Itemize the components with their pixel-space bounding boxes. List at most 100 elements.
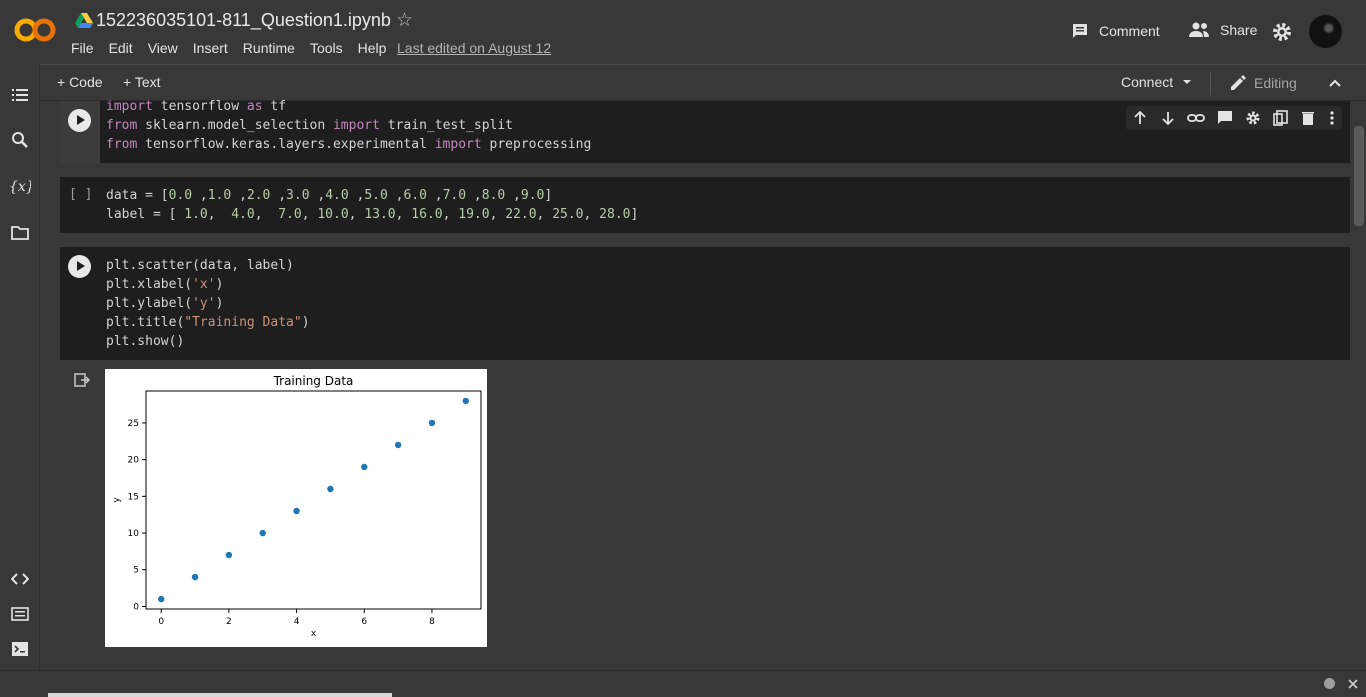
- link-icon[interactable]: [1187, 110, 1206, 126]
- star-icon[interactable]: ☆: [396, 10, 414, 31]
- code-token: tensorflow: [152, 99, 247, 114]
- code-token: 4.0: [231, 207, 255, 222]
- code-token: 16.0: [411, 207, 443, 222]
- menu-help[interactable]: Help: [357, 40, 387, 56]
- x-axis-label: x: [311, 629, 317, 639]
- connect-label: Connect: [1121, 74, 1174, 90]
- code-token: data = [: [106, 188, 169, 203]
- code-token: 6.0: [403, 188, 427, 203]
- terminal-icon[interactable]: [11, 640, 29, 658]
- close-icon[interactable]: [1347, 678, 1359, 690]
- menu-insert[interactable]: Insert: [192, 40, 228, 56]
- code-token: 4.0: [325, 188, 349, 203]
- code-token: from: [106, 118, 138, 133]
- notebook-title[interactable]: 152236035101-811_Question1.ipynb: [96, 10, 391, 30]
- variables-icon[interactable]: {x}: [9, 177, 31, 195]
- code-token: ): [215, 296, 224, 311]
- chart-title: Training Data: [273, 374, 354, 388]
- status-bar: [0, 670, 1366, 697]
- add-text-button[interactable]: + Text: [123, 74, 161, 90]
- code-token: tf: [262, 99, 287, 114]
- more-vert-icon[interactable]: [1328, 110, 1336, 126]
- toolbar-divider: [1210, 71, 1211, 95]
- code-token: 19.0: [458, 207, 490, 222]
- add-code-button[interactable]: + Code: [57, 74, 103, 90]
- data-point: [462, 397, 469, 405]
- code-token: ,: [192, 188, 208, 203]
- menu-file[interactable]: File: [71, 40, 94, 56]
- code-line: plt.scatter(data, label): [106, 256, 310, 275]
- mirror-cell-icon[interactable]: [1272, 110, 1289, 126]
- data-point: [293, 507, 300, 515]
- code-cell[interactable]: plt.scatter(data, label) plt.xlabel('x') p…: [60, 247, 1350, 360]
- code-token: ,: [387, 188, 404, 203]
- scatter-chart: Training Data 0 2 4 6 8 0 5 10 15 20 25 x y: [112, 374, 482, 639]
- arrow-down-icon[interactable]: [1160, 110, 1176, 126]
- last-edited-link[interactable]: Last edited on August 12: [397, 40, 552, 56]
- cell-settings-gear-icon[interactable]: [1245, 110, 1261, 126]
- code-token: 22.0: [505, 207, 537, 222]
- connect-button[interactable]: Connect: [1121, 74, 1197, 90]
- code-token: 1.0: [184, 207, 208, 222]
- folder-icon[interactable]: [11, 223, 29, 241]
- code-token: import: [106, 99, 153, 114]
- svg-text:{x}: {x}: [9, 179, 31, 195]
- scatter-plot-output: Training Data 0 2 4 6 8 0 5 10 15 20 25 x y: [105, 369, 487, 647]
- comment-button[interactable]: Comment: [1071, 22, 1160, 40]
- code-token: ,: [231, 188, 247, 203]
- left-sidebar: {x}: [0, 64, 40, 670]
- code-token: ,: [489, 207, 506, 222]
- code-snippets-icon[interactable]: [11, 570, 29, 588]
- colab-logo[interactable]: [14, 14, 58, 46]
- run-cell-button[interactable]: [68, 109, 91, 132]
- menu-bar: File Edit View Insert Runtime Tools Help: [71, 40, 401, 56]
- comment-icon[interactable]: [1217, 110, 1233, 126]
- command-palette-icon[interactable]: [11, 605, 29, 623]
- code-token: "Training Data": [184, 315, 302, 330]
- code-token: 7.0: [442, 188, 467, 203]
- share-button[interactable]: Share: [1188, 22, 1257, 38]
- code-line: plt.xlabel('x'): [106, 275, 310, 294]
- code-token: plt.ylabel(: [106, 296, 193, 311]
- chevron-up-icon[interactable]: [1325, 73, 1345, 93]
- horizontal-scrollbar[interactable]: [48, 693, 392, 697]
- x-tick-label: 4: [294, 617, 300, 627]
- trash-icon[interactable]: [1300, 110, 1316, 126]
- avatar[interactable]: [1309, 15, 1342, 48]
- data-point: [191, 573, 199, 581]
- data-point: [361, 463, 368, 471]
- code-token: as: [246, 99, 263, 114]
- data-point: [394, 441, 402, 449]
- output-icon[interactable]: [74, 373, 90, 387]
- table-of-contents-icon[interactable]: [11, 86, 29, 104]
- editing-button[interactable]: Editing: [1229, 74, 1297, 92]
- menu-edit[interactable]: Edit: [108, 40, 133, 56]
- x-tick-label: 2: [226, 617, 232, 627]
- code-editor[interactable]: data = [0.0 ,1.0 ,2.0 ,3.0 ,4.0 ,5.0 ,6.…: [106, 186, 638, 224]
- scrollbar-thumb[interactable]: [1354, 126, 1364, 226]
- menu-runtime[interactable]: Runtime: [242, 40, 295, 56]
- search-icon[interactable]: [11, 131, 29, 149]
- data-point: [259, 529, 266, 537]
- x-tick-label: 8: [429, 617, 435, 627]
- chevron-down-icon[interactable]: [1177, 75, 1197, 89]
- code-token: 0.0: [168, 188, 193, 203]
- drive-icon[interactable]: [75, 13, 93, 29]
- code-token: 13.0: [364, 207, 396, 222]
- status-dot-icon: [1324, 678, 1335, 689]
- code-editor[interactable]: import tensorflow as tf from sklearn.mode…: [106, 97, 591, 154]
- arrow-up-icon[interactable]: [1132, 110, 1148, 126]
- code-token: ,: [254, 207, 279, 222]
- y-tick-label: 5: [133, 566, 139, 576]
- run-cell-button[interactable]: [68, 255, 91, 278]
- menu-tools[interactable]: Tools: [309, 40, 343, 56]
- code-editor[interactable]: plt.scatter(data, label) plt.xlabel('x') p…: [106, 256, 310, 351]
- menu-view[interactable]: View: [147, 40, 178, 56]
- comment-icon: [1073, 24, 1087, 38]
- settings-gear-icon[interactable]: [1271, 21, 1293, 43]
- code-line: plt.show(): [106, 332, 310, 351]
- share-label: Share: [1220, 22, 1258, 38]
- data-point: [428, 419, 436, 427]
- code-cell[interactable]: [ ] data = [0.0 ,1.0 ,2.0 ,3.0 ,4.0 ,5.0…: [60, 177, 1350, 233]
- code-cell[interactable]: import tensorflow as tf from sklearn.mode…: [60, 99, 1350, 163]
